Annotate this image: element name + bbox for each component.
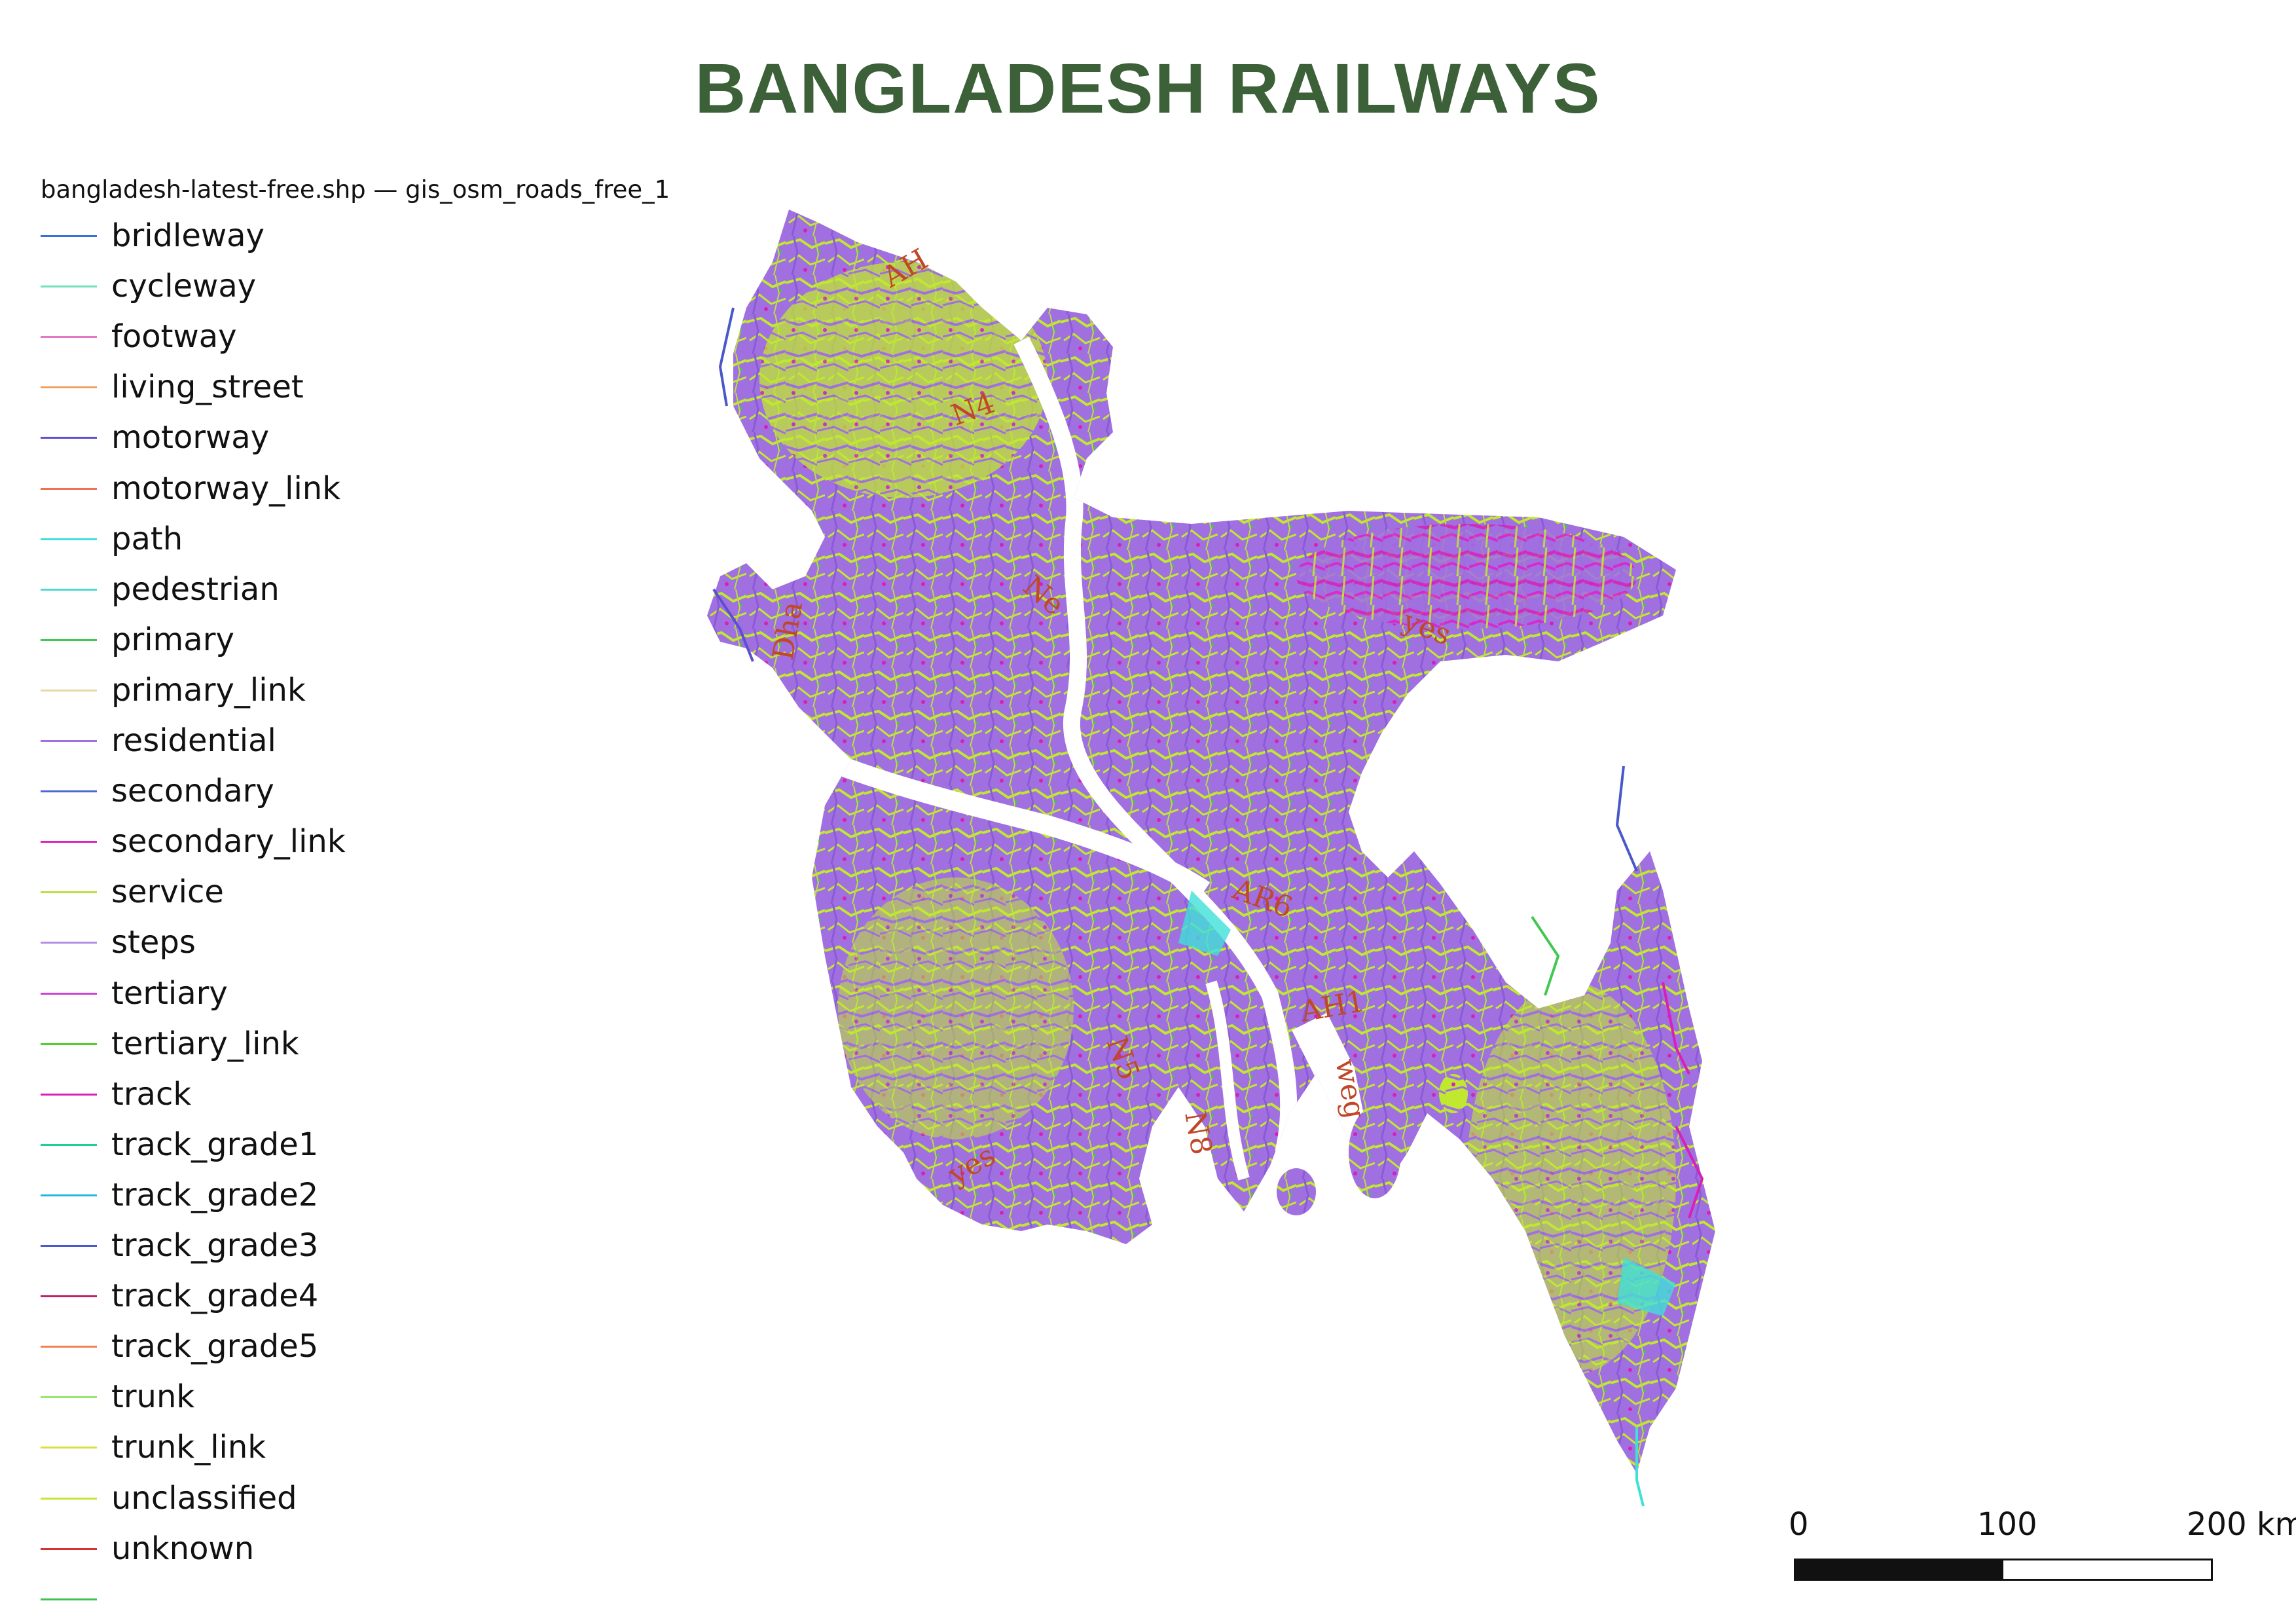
legend-swatch (41, 1143, 97, 1146)
roads-central (1139, 629, 1349, 812)
island (1277, 1168, 1316, 1215)
legend-label: motorway (111, 419, 270, 456)
islands (1277, 1074, 1468, 1215)
legend-swatch (41, 336, 97, 339)
legend-swatch (41, 942, 97, 944)
roads-southwest (838, 877, 1074, 1139)
legend-label: tertiary (111, 974, 228, 1012)
legend-swatch (41, 689, 97, 692)
legend-swatch (41, 1497, 97, 1500)
island (1439, 1074, 1468, 1113)
legend-label: footway (111, 318, 237, 356)
river-channel (1205, 980, 1250, 1181)
scale-bar-fill (1796, 1560, 2003, 1579)
legend-swatch (41, 1396, 97, 1399)
legend-label: secondary (111, 773, 274, 810)
road-line (712, 588, 754, 662)
legend-label: primary (111, 621, 234, 658)
legend-label: cycleway (111, 268, 257, 305)
legend-label: trunk (111, 1378, 195, 1416)
legend-label: primary_link (111, 671, 306, 709)
legend-label: track_grade5 (111, 1328, 319, 1365)
legend-label: track_grade1 (111, 1126, 319, 1163)
legend-label: track (111, 1075, 192, 1113)
road-label: N8 (1178, 1109, 1218, 1157)
road-line (1675, 1126, 1704, 1219)
legend-label: steps (111, 924, 196, 961)
legend-title: bangladesh-latest-free.shp — gis_osm_roa… (41, 175, 670, 204)
legend-label: trunk_link (111, 1429, 266, 1466)
scale-label-100: 100 (1977, 1506, 2037, 1543)
road-line (718, 307, 735, 407)
scale-bar-box (1794, 1559, 2213, 1581)
legend-swatch (41, 841, 97, 843)
legend-swatch (41, 1547, 97, 1550)
legend-label: service (111, 874, 224, 911)
legend-swatch (41, 588, 97, 591)
road-line (1615, 766, 1638, 872)
legend-swatch (41, 487, 97, 490)
road-line (1531, 915, 1560, 996)
legend-swatch (41, 1093, 97, 1096)
legend-label: unclassified (111, 1479, 297, 1517)
scale-label-0: 0 (1789, 1506, 1809, 1543)
legend-label: track_grade4 (111, 1278, 319, 1315)
legend-swatch (41, 235, 97, 237)
legend-label: living_street (111, 369, 304, 406)
jamuna-river (1013, 337, 1298, 1155)
legend-label: secondary_link (111, 823, 346, 860)
legend-swatch (41, 1043, 97, 1045)
legend-swatch (41, 992, 97, 995)
country-roads (707, 210, 1715, 1473)
legend-label: bridleway (111, 217, 264, 254)
scale-bar: 0 100 200 km (1789, 1506, 2296, 1591)
legend-label: residential (111, 722, 276, 759)
outlying-roads (712, 307, 1704, 1507)
road-line (1662, 982, 1690, 1075)
legend-label: unknown (111, 1530, 255, 1567)
legend-swatch (41, 1194, 97, 1196)
legend-swatch (41, 1447, 97, 1449)
legend-swatch (41, 638, 97, 641)
roads-north-dense (759, 262, 1048, 498)
legend-label: pedestrian (111, 570, 280, 608)
legend-swatch (41, 538, 97, 540)
legend-swatch (41, 286, 97, 288)
island (1349, 1107, 1401, 1198)
legend-swatch (41, 790, 97, 793)
roads-southeast-hills (1467, 982, 1676, 1375)
legend-label: track_grade2 (111, 1176, 319, 1213)
scale-label-200: 200 km (2187, 1506, 2296, 1543)
legend-label: track_grade3 (111, 1227, 319, 1264)
cyan-road-cluster (1178, 891, 1231, 956)
legend-label: path (111, 520, 183, 557)
legend-swatch (41, 891, 97, 894)
legend-swatch (41, 1295, 97, 1298)
legend-swatch (41, 1598, 97, 1600)
legend-label: motorway_link (111, 470, 341, 507)
legend-swatch (41, 437, 97, 439)
legend-swatch (41, 740, 97, 742)
legend-label: tertiary_link (111, 1025, 299, 1062)
roads-northeast-dense (1296, 524, 1637, 629)
cyan-road-cluster-south (1617, 1257, 1676, 1316)
map-title: BANGLADESH RAILWAYS (695, 48, 1601, 128)
padma-river (821, 750, 1211, 899)
legend-swatch (41, 1346, 97, 1348)
legend-swatch (41, 1245, 97, 1247)
legend-swatch (41, 386, 97, 389)
road-line (1635, 1428, 1645, 1507)
